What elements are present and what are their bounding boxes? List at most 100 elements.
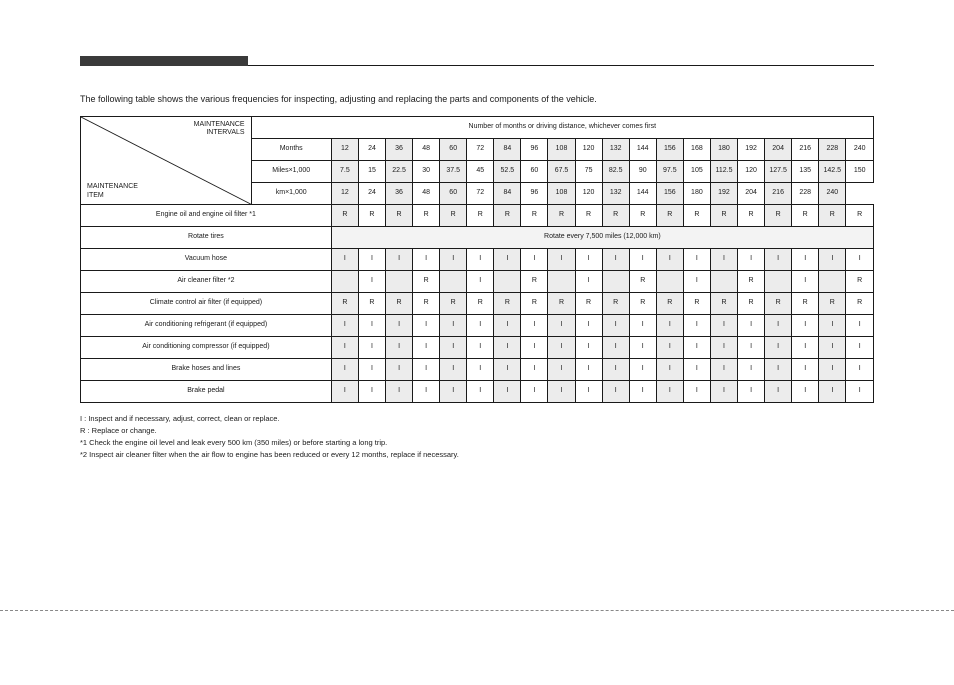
data-cell: I xyxy=(331,315,358,337)
data-cell: I xyxy=(710,337,737,359)
row-label: Air conditioning compressor (if equipped… xyxy=(81,337,332,359)
data-cell: I xyxy=(467,359,494,381)
data-cell: R xyxy=(738,293,765,315)
data-cell: I xyxy=(792,337,819,359)
header-cell: 240 xyxy=(819,183,846,205)
data-cell: I xyxy=(656,381,683,403)
data-cell: I xyxy=(575,337,602,359)
row-label: Engine oil and engine oil filter *1 xyxy=(81,205,332,227)
data-cell: R xyxy=(819,293,846,315)
data-cell: R xyxy=(494,205,521,227)
header-cell: 192 xyxy=(710,183,737,205)
data-cell: I xyxy=(358,337,385,359)
interval-sublabel: km×1,000 xyxy=(251,183,331,205)
header-cell: 84 xyxy=(494,139,521,161)
data-cell: R xyxy=(602,293,629,315)
data-cell: I xyxy=(521,381,548,403)
data-cell: I xyxy=(846,337,874,359)
data-cell: I xyxy=(494,249,521,271)
header-cell: 67.5 xyxy=(548,161,575,183)
data-cell: I xyxy=(683,315,710,337)
data-cell: R xyxy=(413,205,440,227)
data-cell: I xyxy=(548,359,575,381)
row-label: Rotate tires xyxy=(81,227,332,249)
data-cell: R xyxy=(467,293,494,315)
data-cell: I xyxy=(440,249,467,271)
data-cell xyxy=(331,271,358,293)
data-cell: I xyxy=(629,381,656,403)
header-cell: 168 xyxy=(683,139,710,161)
data-cell: I xyxy=(765,315,792,337)
header-cell: 216 xyxy=(765,183,792,205)
data-cell: I xyxy=(792,271,819,293)
data-cell: I xyxy=(656,337,683,359)
header-cell: 90 xyxy=(629,161,656,183)
data-cell: R xyxy=(738,205,765,227)
data-cell: I xyxy=(765,381,792,403)
header-cell: 112.5 xyxy=(710,161,737,183)
header-cell: 36 xyxy=(386,183,413,205)
row-label: Brake hoses and lines xyxy=(81,359,332,381)
header-cell: 60 xyxy=(521,161,548,183)
data-cell: R xyxy=(331,205,358,227)
data-cell: R xyxy=(683,205,710,227)
header-cell: 84 xyxy=(494,183,521,205)
data-cell: I xyxy=(440,381,467,403)
data-cell xyxy=(602,271,629,293)
data-cell: R xyxy=(710,293,737,315)
header-cell: 7.5 xyxy=(331,161,358,183)
data-cell: I xyxy=(846,381,874,403)
header-cell: 204 xyxy=(765,139,792,161)
data-cell: I xyxy=(386,381,413,403)
data-cell: R xyxy=(683,293,710,315)
data-cell xyxy=(386,271,413,293)
data-cell xyxy=(765,271,792,293)
data-cell: I xyxy=(738,337,765,359)
header-cell: 24 xyxy=(358,139,385,161)
data-cell: I xyxy=(710,249,737,271)
table-corner-cell: MAINTENANCEINTERVALS MAINTENANCEITEM xyxy=(81,117,252,205)
header-cell: 150 xyxy=(846,161,874,183)
header-cell: 156 xyxy=(656,139,683,161)
data-cell: R xyxy=(440,205,467,227)
data-cell: I xyxy=(467,249,494,271)
data-cell: I xyxy=(548,315,575,337)
data-cell: I xyxy=(656,315,683,337)
data-cell: R xyxy=(575,205,602,227)
data-cell: I xyxy=(575,271,602,293)
data-cell: R xyxy=(331,293,358,315)
data-cell: R xyxy=(629,205,656,227)
data-cell: R xyxy=(846,293,874,315)
header-cell: 144 xyxy=(629,139,656,161)
header-cell: 120 xyxy=(575,183,602,205)
data-cell: I xyxy=(738,359,765,381)
data-cell: R xyxy=(656,205,683,227)
header-cell: 180 xyxy=(683,183,710,205)
header-cell: 52.5 xyxy=(494,161,521,183)
data-cell: R xyxy=(494,293,521,315)
table-row: Brake hoses and linesIIIIIIIIIIIIIIIIIII… xyxy=(81,359,874,381)
maintenance-schedule-table: MAINTENANCEINTERVALS MAINTENANCEITEMNumb… xyxy=(80,116,874,403)
data-cell: R xyxy=(602,205,629,227)
data-cell: I xyxy=(358,271,385,293)
data-cell: I xyxy=(683,249,710,271)
row-label: Vacuum hose xyxy=(81,249,332,271)
data-cell: I xyxy=(656,359,683,381)
data-cell: R xyxy=(440,293,467,315)
data-cell: I xyxy=(358,249,385,271)
header-cell: 228 xyxy=(819,139,846,161)
data-cell: I xyxy=(792,315,819,337)
data-cell: I xyxy=(521,249,548,271)
data-cell: I xyxy=(548,249,575,271)
header-cell: 12 xyxy=(331,183,358,205)
row-label: Air cleaner filter *2 xyxy=(81,271,332,293)
header-cell: 60 xyxy=(440,139,467,161)
row-label: Air conditioning refrigerant (if equippe… xyxy=(81,315,332,337)
data-cell xyxy=(819,271,846,293)
data-cell: R xyxy=(819,205,846,227)
data-cell: I xyxy=(765,249,792,271)
header-cell: 37.5 xyxy=(440,161,467,183)
header-accent-bar xyxy=(80,56,248,66)
header-cell: 120 xyxy=(738,161,765,183)
header-cell: 36 xyxy=(386,139,413,161)
